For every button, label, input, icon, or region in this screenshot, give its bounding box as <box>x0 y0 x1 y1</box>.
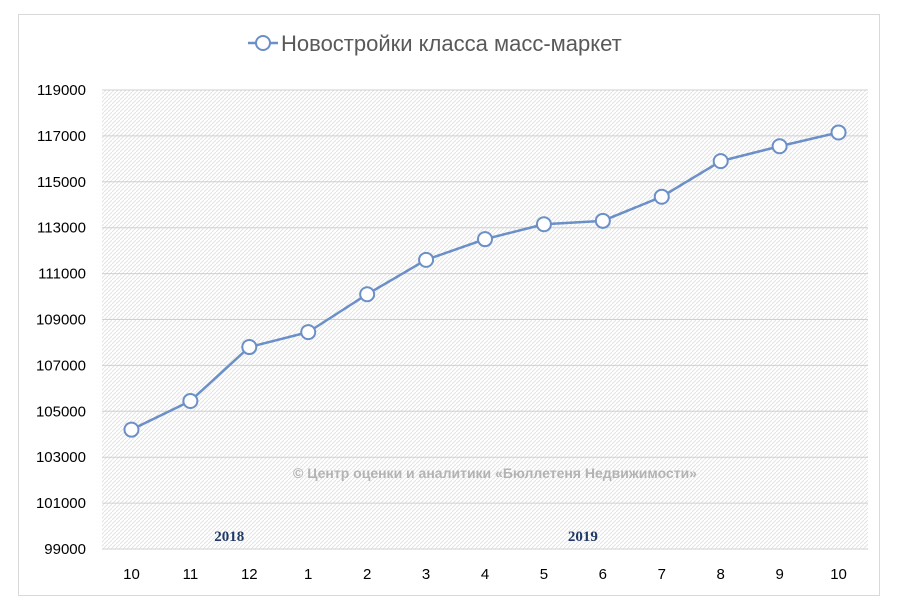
year-labels: 2018 2019 <box>214 529 598 545</box>
y-tick-label: 117000 <box>37 128 86 145</box>
x-axis: 10 11 12 1 2 3 4 5 6 7 8 9 10 <box>123 566 847 583</box>
data-point <box>300 324 317 341</box>
year-label: 2018 <box>214 529 244 545</box>
x-tick-label: 7 <box>658 566 666 583</box>
x-tick-label: 4 <box>481 566 489 583</box>
y-tick-label: 103000 <box>36 449 86 466</box>
data-point <box>535 216 552 233</box>
legend: Новостройки класса масс-маркет <box>248 31 622 56</box>
watermark-text: © Центр оценки и аналитики «Бюллетеня Не… <box>293 465 697 481</box>
data-point <box>182 392 199 409</box>
year-label: 2019 <box>568 529 598 545</box>
data-point <box>418 251 435 268</box>
x-tick-label: 3 <box>422 566 430 583</box>
x-tick-label: 9 <box>775 566 783 583</box>
chart-title: Новостройки класса масс-маркет <box>281 31 622 56</box>
data-point <box>712 153 729 170</box>
x-tick-label: 12 <box>241 566 258 583</box>
data-point <box>241 339 258 356</box>
legend-marker-icon <box>255 35 271 51</box>
x-tick-label: 1 <box>304 566 312 583</box>
y-tick-label: 99000 <box>44 541 86 558</box>
data-point <box>123 421 140 438</box>
x-tick-label: 6 <box>599 566 607 583</box>
y-tick-label: 107000 <box>36 357 86 374</box>
x-tick-label: 8 <box>717 566 725 583</box>
y-axis: 99000 101000 103000 105000 107000 109000 11100… <box>36 82 86 558</box>
y-tick-label: 113000 <box>37 220 86 237</box>
data-point <box>771 138 788 155</box>
y-tick-label: 111000 <box>38 266 86 283</box>
y-tick-label: 101000 <box>36 495 86 512</box>
data-point <box>477 231 493 248</box>
x-tick-label: 10 <box>830 566 847 583</box>
x-tick-label: 2 <box>363 566 371 583</box>
data-point <box>653 188 670 205</box>
x-tick-label: 5 <box>540 566 548 583</box>
data-point <box>830 124 847 141</box>
y-tick-label: 119000 <box>37 82 86 99</box>
x-tick-label: 11 <box>183 566 199 583</box>
data-point <box>594 212 611 229</box>
gridlines <box>102 89 868 550</box>
x-tick-label: 10 <box>123 566 140 583</box>
y-tick-label: 109000 <box>36 312 86 329</box>
series-layer <box>123 124 847 438</box>
y-tick-label: 115000 <box>37 174 86 191</box>
data-point <box>359 286 376 303</box>
y-tick-label: 105000 <box>36 403 86 420</box>
